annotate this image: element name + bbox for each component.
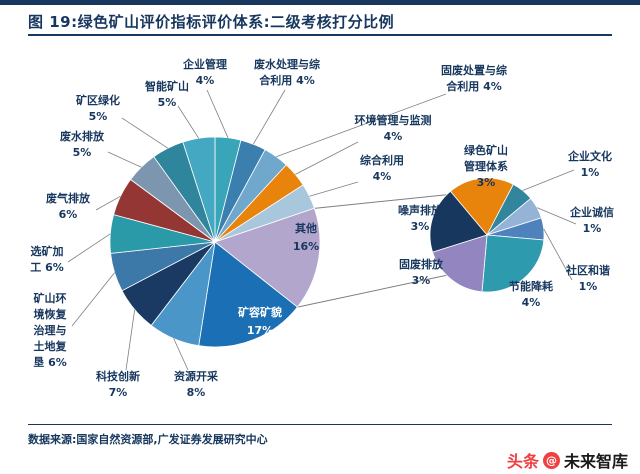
main-pie-label-3: 固废处置与综合利用 4% [441,63,507,93]
sub-pie-label-6: 固废排放 3% [399,257,444,287]
main-pie-label-12: 废气排放 6% [46,191,91,221]
top-accent-bar [0,0,640,5]
main-pie-leader-line [276,93,447,158]
watermark-account-text: 未来智库 [563,452,628,471]
sub-pie-slice-7 [429,190,488,253]
main-pie-label-11: 选矿加工 6% [30,244,64,274]
main-pie-label-2: 废水处理与综合利用 4% [254,57,320,87]
data-source: 数据来源:国家自然资源部,广发证券发展研究中心 [28,433,268,446]
sub-pie-slice-6 [432,234,488,293]
main-pie-leader-line [173,338,189,371]
main-pie-slice-6 [214,207,321,308]
main-pie-label-8: 资源开采 8% [174,369,219,399]
main-pie-leader-line [71,272,115,327]
pie-connector-line [297,274,447,308]
pie-connector-line [314,194,447,209]
main-pie-leader-line [121,117,169,149]
sub-pie-slice-1 [449,177,514,236]
sub-pie-label-4: 社区和谐 1% [565,263,610,293]
main-pie-label-6: 其他 16% [293,221,319,253]
main-pie-leader-line [67,233,111,263]
main-pie-label-15: 智能矿山 5% [145,79,189,109]
main-pie-label-4: 环境管理与监测 4% [355,113,432,143]
main-pie-label-13: 废水排放 5% [60,129,105,159]
main-pie-leader-line [95,195,121,211]
main-pie-leader-line [177,105,200,139]
sub-pie-label-2: 企业文化 1% [567,149,612,179]
main-pie-leader-line [252,89,286,145]
sub-pie-label-5: 节能降耗 4% [509,279,553,309]
footer-divider [28,424,612,425]
figure-title: 图 19:绿色矿山评价指标评价体系:二级考核打分比例 [28,13,395,31]
main-pie-label-14: 矿区绿化 5% [76,93,120,123]
sub-pie-leader-line [543,228,573,281]
main-pie-leader-line [295,141,359,175]
pie-of-pie-chart: 企业管理 4% 废水处理与综合利用 4% 固废处置与综合利用 4% 环境管理与监测 4% 综… [30,57,614,399]
sub-pie-leader-line [522,169,575,191]
main-pie-leader-line [206,89,229,138]
chart-area: 企业管理 4% 废水处理与综合利用 4% 固废处置与综合利用 4% 环境管理与监测 4% 综… [0,40,640,424]
sub-pie-label-1: 绿色矿山管理体系 3% [464,143,508,189]
main-pie-label-1: 企业管理 4% [182,57,227,87]
main-pie-label-10: 矿山环境恢复治理与土地复垦 6% [33,291,67,369]
title-divider [28,34,612,36]
sub-pie-label-3: 企业诚信 1% [569,205,614,235]
main-pie-label-7: 矿容矿貌 17% [238,305,282,337]
toutiao-logo-icon: @ [542,451,560,469]
main-pie-label-5: 综合利用 4% [360,153,404,183]
main-pie-slice-7 [198,241,298,348]
sub-pie-label-7: 噪声排放 3% [398,203,443,233]
main-pie-leader-line [107,151,142,168]
main-pie-leader-line [125,309,136,371]
main-pie-label-9: 科技创新 7% [96,369,140,399]
main-pie-leader-line [309,181,359,197]
watermark-brand-text: 头条 [506,452,539,471]
sub-pie-slice-5 [481,234,545,293]
watermark: 头条 @ 未来智库 [507,448,628,472]
sub-pie-leader-line [536,207,577,225]
